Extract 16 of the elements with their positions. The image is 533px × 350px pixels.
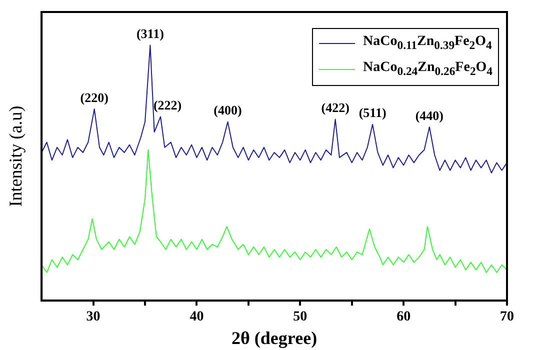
x-axis-title: 2θ (degree): [232, 328, 318, 348]
x-tick-label: 40: [190, 310, 204, 325]
annotation: (311): [136, 26, 164, 42]
annotation: (422): [321, 100, 350, 116]
legend-label: NaCo$_{0.24}$Zn$_{0.26}$Fe$_{2}$O$_{4}$: [363, 58, 492, 80]
annotation: (511): [358, 105, 386, 120]
x-tick-label: 50: [293, 310, 308, 325]
x-tick-label: 30: [86, 310, 100, 325]
x-tick-label: 60: [396, 310, 411, 325]
x-tick-label: 70: [500, 310, 514, 325]
annotation: (222): [153, 98, 182, 113]
y-axis-title: Intensity (a.u): [6, 106, 26, 207]
annotation: (220): [80, 90, 108, 105]
legend-label: NaCo$_{0.11}$Zn$_{0.39}$Fe$_{2}$O$_{4}$: [363, 33, 492, 54]
annotation: (400): [214, 102, 242, 118]
annotation: (440): [415, 108, 444, 123]
